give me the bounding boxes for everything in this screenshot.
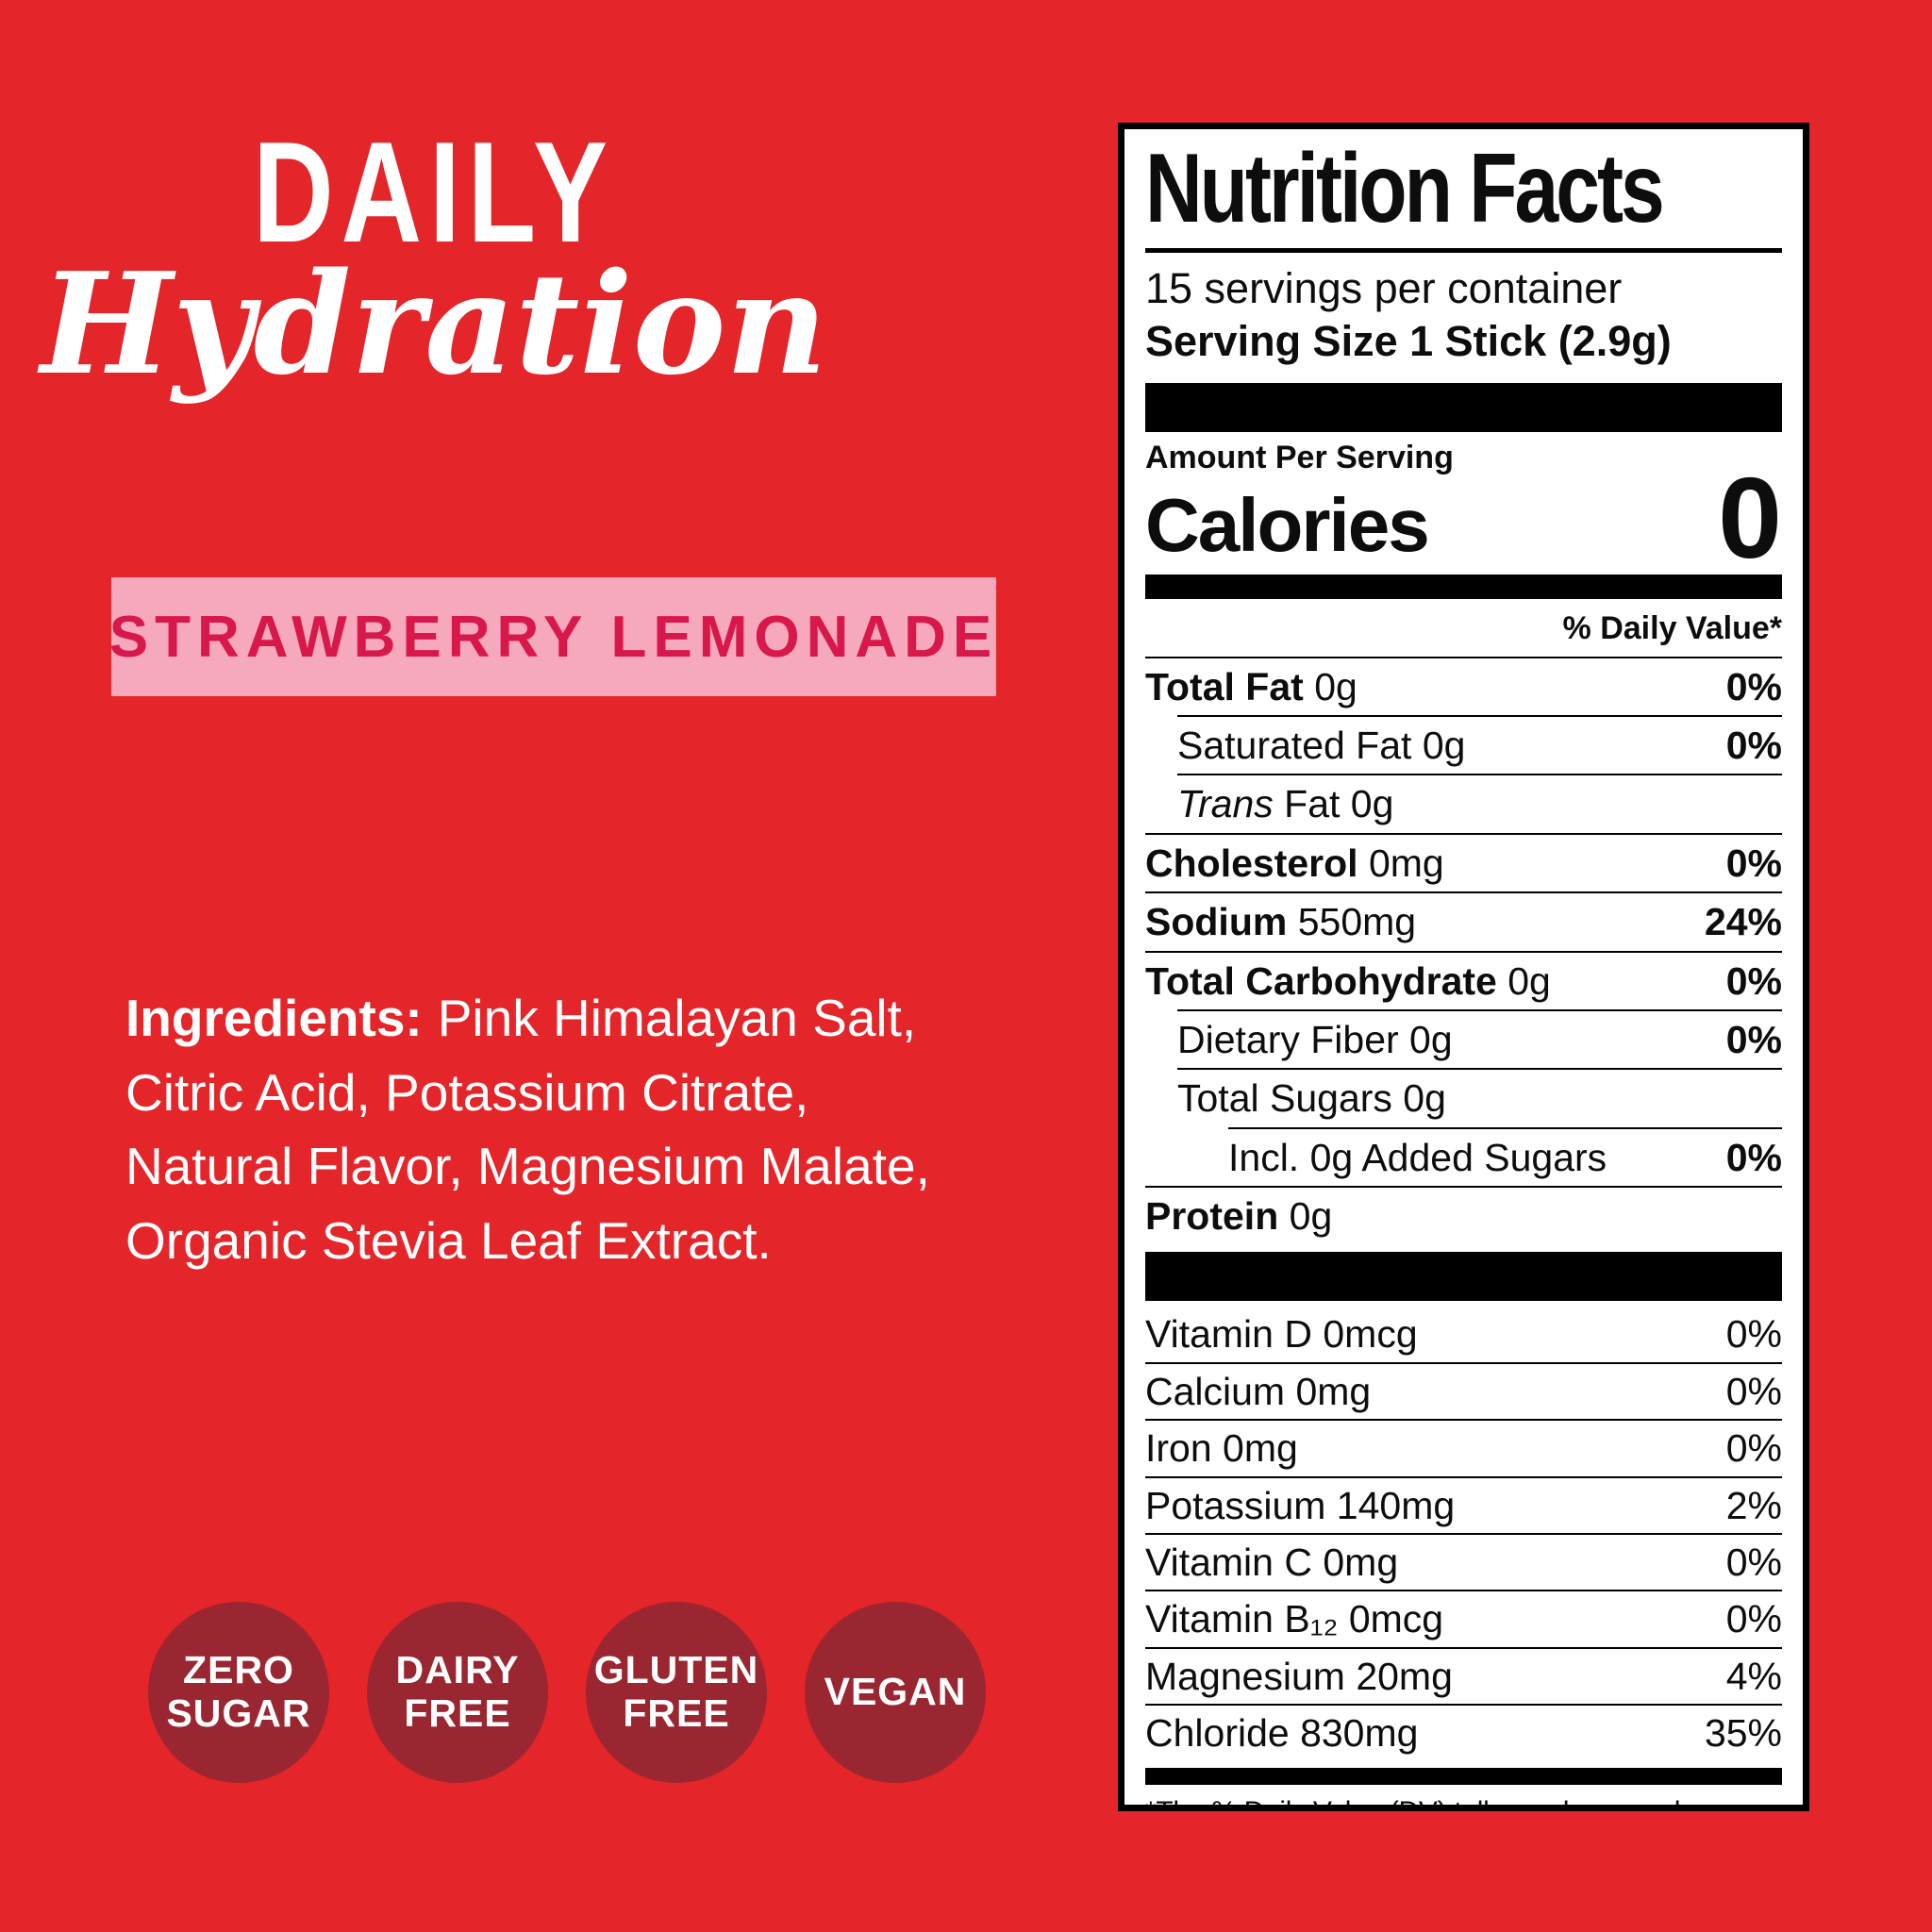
diet-badge-line: SUGAR — [166, 1691, 311, 1735]
nutrient-name: Cholesterol 0mg — [1145, 841, 1444, 885]
nutrient-name: Total Fat 0g — [1145, 664, 1357, 708]
diet-badge-line: GLUTEN — [593, 1648, 759, 1692]
divider-small — [1145, 1768, 1782, 1786]
daily-value-percent: 0% — [1725, 1426, 1782, 1471]
daily-value-percent: 0% — [1725, 1312, 1782, 1357]
nutrient-row: Saturated Fat 0g 0% — [1177, 715, 1782, 774]
nutrient-name: Vitamin B₁₂ 0mcg — [1145, 1597, 1444, 1641]
daily-value-percent: 0% — [1725, 664, 1782, 708]
nutrient-name: Dietary Fiber 0g — [1177, 1017, 1453, 1061]
diet-badges-row: ZERO SUGAR DAIRY FREE GLUTEN FREE VEGAN — [148, 1602, 986, 1783]
diet-badge: DAIRY FREE — [367, 1602, 548, 1783]
nutrient-name: Saturated Fat 0g — [1177, 724, 1466, 767]
divider-thick — [1145, 1252, 1782, 1302]
divider-thick — [1145, 382, 1782, 432]
nutrient-name: Trans Fat 0g — [1177, 782, 1394, 826]
nutrient-row: Protein 0g — [1145, 1186, 1782, 1244]
nutrition-title: Nutrition Facts — [1145, 132, 1665, 243]
ingredients-list: Pink Himalayan Salt, Citric Acid, Potass… — [125, 989, 930, 1270]
nutrient-row: Total Carbohydrate 0g 0% — [1145, 950, 1782, 1009]
nutrient-row: Vitamin B₁₂ 0mcg 0% — [1145, 1590, 1782, 1646]
daily-value-percent: 0% — [1725, 841, 1782, 885]
nutrient-row: Cholesterol 0mg 0% — [1145, 832, 1782, 891]
daily-value-percent: 4% — [1725, 1654, 1782, 1698]
nutrient-row: Iron 0mg 0% — [1145, 1419, 1782, 1475]
ingredients-label: Ingredients: — [125, 989, 423, 1047]
divider-medium — [1145, 574, 1782, 599]
daily-value-percent: 24% — [1704, 900, 1782, 944]
nutrient-name: Chloride 830mg — [1145, 1711, 1419, 1755]
daily-value-percent: 0% — [1725, 1597, 1782, 1641]
diet-badge-line: ZERO — [183, 1648, 294, 1692]
flavor-badge: STRAWBERRY LEMONADE — [108, 577, 999, 696]
nutrient-name: Potassium 140mg — [1145, 1483, 1456, 1527]
amount-per-serving-label: Amount Per Serving — [1145, 439, 1454, 475]
nutrient-row: Calcium 0mg 0% — [1145, 1361, 1782, 1419]
nutrient-name: Vitamin C 0mg — [1145, 1540, 1399, 1584]
nutrient-name: Sodium 550mg — [1145, 900, 1417, 944]
brand-subtitle: Hydration — [40, 242, 828, 406]
nutrient-row: Dietary Fiber 0g 0% — [1177, 1008, 1782, 1068]
nutrient-name: Total Sugars 0g — [1177, 1076, 1446, 1121]
brand-title: DAILY — [253, 112, 615, 273]
daily-value-percent: 0% — [1725, 724, 1782, 767]
nutrient-name: Iron 0mg — [1145, 1426, 1298, 1471]
daily-value-percent: 0% — [1725, 1017, 1782, 1061]
nutrition-panel: Nutrition Facts 15 servings per containe… — [1118, 123, 1809, 1811]
nutrient-row: Trans Fat 0g — [1177, 774, 1782, 832]
daily-value-percent: 2% — [1725, 1483, 1782, 1527]
daily-value-percent: 0% — [1725, 1369, 1782, 1413]
nutrient-name: Incl. 0g Added Sugars — [1228, 1135, 1607, 1179]
serving-size: Serving Size 1 Stick (2.9g) — [1145, 316, 1672, 365]
nutrient-row: Vitamin D 0mcg 0% — [1145, 1307, 1782, 1361]
nutrient-row: Chloride 830mg 35% — [1145, 1704, 1782, 1760]
daily-value-percent: 35% — [1704, 1711, 1782, 1755]
nutrient-row: Potassium 140mg 2% — [1145, 1475, 1782, 1533]
calories-row: Calories 0 — [1145, 453, 1782, 582]
diet-badge-line: VEGAN — [824, 1670, 967, 1714]
nutrient-name: Total Carbohydrate 0g — [1145, 958, 1551, 1003]
micronutrient-rows: Vitamin D 0mcg 0% Calcium 0mg 0% Iron 0mg 0% P… — [1145, 1307, 1782, 1760]
daily-value-header: % Daily Value* — [1145, 599, 1782, 658]
nutrient-rows: Total Fat 0g 0% Saturated Fat 0g 0% Trans Fa… — [1145, 658, 1782, 1245]
diet-badge: VEGAN — [805, 1602, 986, 1783]
nutrient-row: Total Fat 0g 0% — [1145, 658, 1782, 715]
nutrient-name: Vitamin D 0mcg — [1145, 1312, 1418, 1357]
ingredients-text: Ingredients: Pink Himalayan Salt, Citric … — [125, 981, 986, 1278]
diet-badge-line: FREE — [404, 1691, 511, 1735]
nutrient-name: Calcium 0mg — [1145, 1369, 1372, 1413]
diet-badge-line: FREE — [623, 1691, 730, 1735]
calories-label: Calories — [1145, 482, 1430, 567]
daily-value-percent: 0% — [1725, 1135, 1782, 1179]
nutrient-row: Total Sugars 0g — [1177, 1068, 1782, 1126]
nutrient-name: Magnesium 20mg — [1145, 1654, 1453, 1698]
divider — [1145, 248, 1782, 253]
nutrient-row: Vitamin C 0mg 0% — [1145, 1532, 1782, 1590]
nutrient-name: Protein 0g — [1145, 1194, 1333, 1238]
nutrient-row: Incl. 0g Added Sugars 0% — [1228, 1126, 1782, 1186]
nutrient-row: Sodium 550mg 24% — [1145, 891, 1782, 950]
diet-badge: GLUTEN FREE — [586, 1602, 767, 1783]
servings-per-container: 15 servings per container — [1145, 264, 1623, 312]
nutrient-row: Magnesium 20mg 4% — [1145, 1646, 1782, 1704]
daily-value-footnote: *The % Daily Value (DV) tells you how mu… — [1145, 1785, 1782, 1805]
diet-badge-line: DAIRY — [395, 1648, 520, 1692]
calories-value: 0 — [1718, 453, 1782, 582]
daily-value-percent: 0% — [1725, 958, 1782, 1003]
daily-value-percent: 0% — [1725, 1540, 1782, 1584]
flavor-badge-label: STRAWBERRY LEMONADE — [108, 604, 999, 670]
brand-block: DAILY Hydration — [0, 121, 868, 397]
diet-badge: ZERO SUGAR — [148, 1602, 329, 1783]
